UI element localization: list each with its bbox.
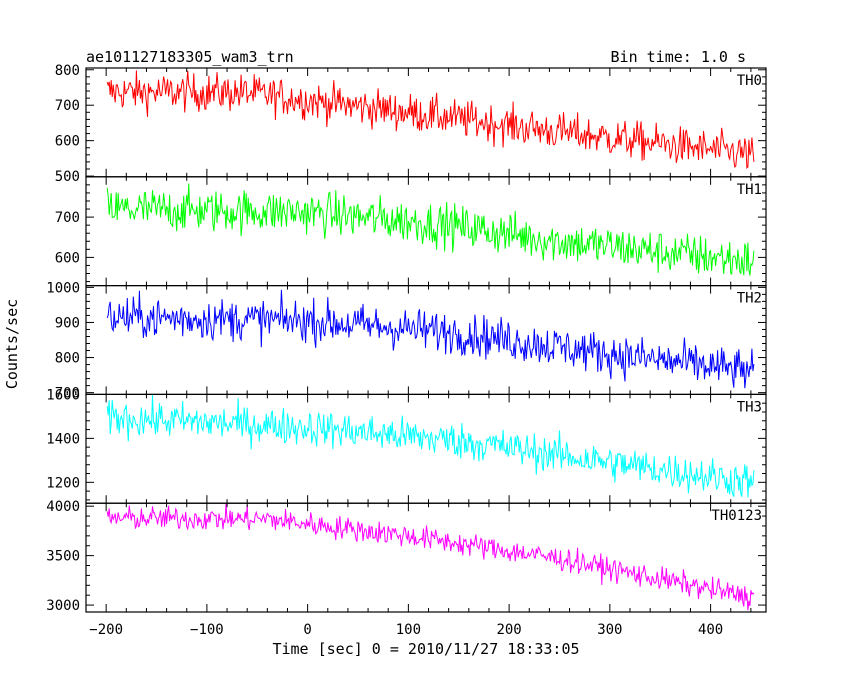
panel-frame bbox=[85, 502, 767, 613]
y-tick-label: 700 bbox=[55, 210, 80, 226]
panel-th1: 600 700 TH1 bbox=[55, 176, 767, 287]
series-line-th0 bbox=[106, 70, 755, 170]
panel-th0123: 3000 3500 4000 TH0123 bbox=[46, 499, 767, 614]
y-tick-label: 700 bbox=[55, 98, 80, 114]
series-line-th0123 bbox=[106, 503, 755, 611]
y-tick-label: 3500 bbox=[46, 549, 80, 565]
series-name: TH0123 bbox=[711, 508, 762, 524]
series-line-th1 bbox=[106, 183, 755, 276]
series-name: TH0 bbox=[737, 73, 762, 89]
y-tick-label: 1000 bbox=[46, 280, 80, 296]
y-tick-label: 800 bbox=[55, 351, 80, 367]
x-tick-label: −200 bbox=[89, 622, 123, 638]
series-name: TH2 bbox=[737, 291, 762, 307]
panel-th3: 1200 1400 1600 TH3 bbox=[46, 387, 767, 504]
panels-group: 500600700800TH0600700TH17008009001000TH2… bbox=[46, 63, 767, 638]
x-tick-label: 200 bbox=[496, 622, 521, 638]
series-line-th3 bbox=[106, 394, 755, 498]
series-name: TH3 bbox=[737, 399, 762, 415]
y-tick-label: 600 bbox=[55, 250, 80, 266]
x-axis-label: Time [sec] 0 = 2010/11/27 18:33:05 bbox=[272, 640, 579, 658]
series-name: TH1 bbox=[737, 182, 762, 198]
y-tick-label: 3000 bbox=[46, 598, 80, 614]
y-tick-label: 1400 bbox=[46, 431, 80, 447]
y-tick-label: 800 bbox=[55, 63, 80, 79]
panel-th2: 700 800 900 1000 TH2 bbox=[46, 280, 767, 402]
x-tick-label: 0 bbox=[303, 622, 311, 638]
y-tick-label: 600 bbox=[55, 134, 80, 150]
x-tick-label: 100 bbox=[396, 622, 421, 638]
y-tick-label: 700 bbox=[55, 386, 80, 402]
chart-title: ae101127183305_wam3_trn bbox=[86, 48, 294, 66]
y-axis-label: Counts/sec bbox=[3, 299, 21, 389]
y-tick-label: 500 bbox=[55, 169, 80, 185]
bin-time-label: Bin time: 1.0 s bbox=[611, 48, 746, 66]
y-tick-label: 900 bbox=[55, 315, 80, 331]
y-tick-label: 1200 bbox=[46, 475, 80, 491]
x-tick-label: −100 bbox=[190, 622, 224, 638]
x-tick-label: 400 bbox=[698, 622, 723, 638]
series-line-th2 bbox=[106, 289, 755, 389]
x-tick-label: 300 bbox=[597, 622, 622, 638]
y-tick-label: 1600 bbox=[46, 387, 80, 403]
panel-frame bbox=[85, 393, 767, 504]
y-tick-label: 4000 bbox=[46, 499, 80, 515]
panel-th0: 500 600 700 800 TH0 bbox=[55, 63, 767, 185]
